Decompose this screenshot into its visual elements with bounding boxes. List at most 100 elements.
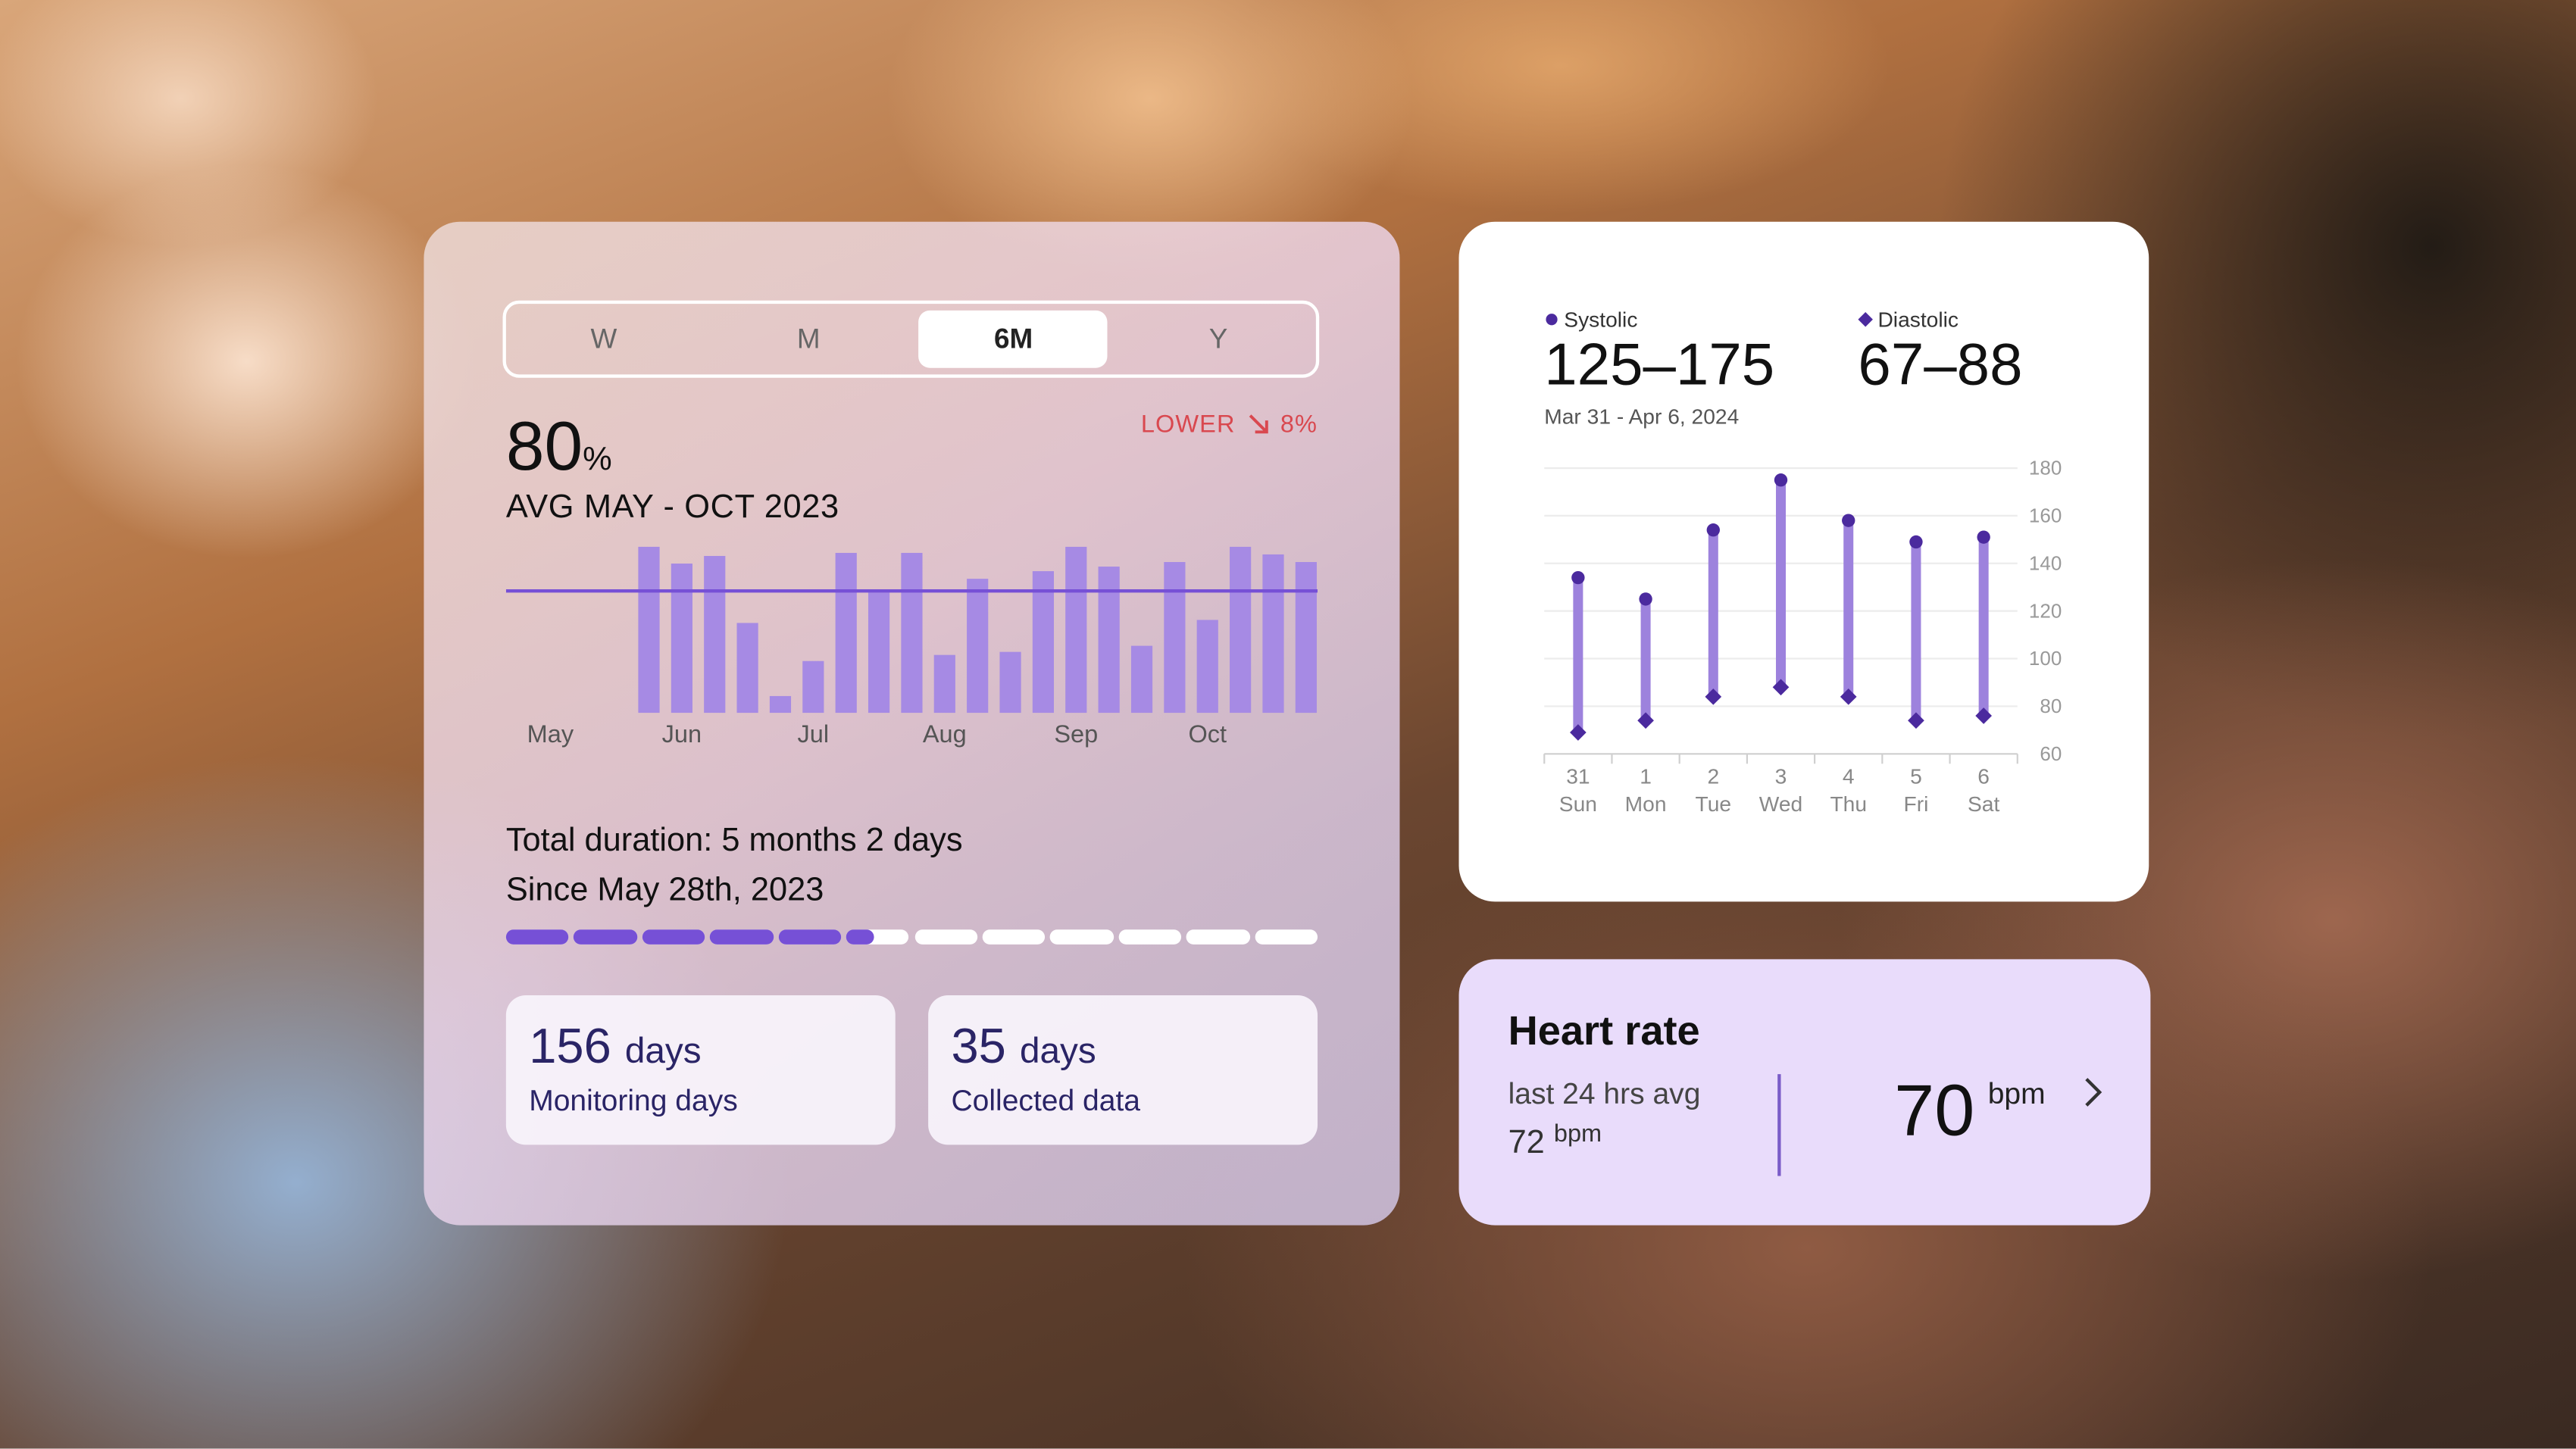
bar (901, 552, 923, 714)
x-tick-label: 5 (1910, 764, 1922, 788)
systolic-point (1639, 592, 1652, 606)
legend-label: Diastolic (1877, 307, 1959, 333)
tab[interactable]: W (590, 323, 617, 355)
progress-fill (846, 929, 875, 945)
marker (1546, 314, 1558, 326)
systolic-point (1774, 473, 1788, 487)
x-tick-label: Aug (923, 720, 967, 748)
tab[interactable]: 6M (918, 310, 1108, 368)
marker (1858, 311, 1873, 327)
diastolic-point (1975, 707, 1992, 724)
bar (1230, 546, 1252, 714)
range-bar (1573, 577, 1583, 732)
range-bar (1978, 537, 1989, 716)
trend: LOWER 8% (1068, 412, 1318, 437)
x-tick-label: 3 (1775, 764, 1787, 788)
stat-label: Monitoring days (529, 1084, 738, 1117)
bar (999, 651, 1021, 714)
systolic-point (1842, 514, 1855, 527)
bar (1065, 546, 1087, 714)
progress (505, 929, 1318, 945)
bp-card (1458, 221, 2149, 902)
y-tick-label: 80 (2040, 695, 2062, 717)
progress-fill (574, 929, 637, 945)
bar (933, 654, 955, 714)
diastolic-point (1908, 712, 1924, 729)
x-tick-label: 1 (1640, 764, 1652, 788)
bp-chart: 60 80 100 120 140 160 180 31 Sun 1 Mon 2 Tue 3 Wed 4 Thu… (1543, 457, 2062, 816)
x-tick-label: 31 (1566, 764, 1590, 788)
legend-marker (1546, 314, 1558, 326)
value-unit: % (583, 442, 612, 478)
diastolic-point (1570, 724, 1587, 741)
x-tick-label: Sep (1054, 720, 1098, 748)
trend-label: LOWER (1140, 411, 1236, 439)
systolic-point (1909, 535, 1923, 549)
systolic-point (1706, 523, 1720, 537)
tab[interactable]: Y (1208, 323, 1228, 355)
x-tick-sublabel: Thu (1830, 792, 1867, 816)
range-value: 67–88 (1858, 329, 2023, 398)
bar (736, 623, 758, 714)
legend-marker (1858, 311, 1873, 327)
stat-value: 156 days (529, 1023, 701, 1073)
bar (1295, 562, 1317, 714)
since: Since May 28th, 2023 (505, 872, 824, 909)
y-tick-label: 120 (2029, 599, 2062, 622)
stat-number: 156 (529, 1020, 611, 1075)
progress-segment (1118, 929, 1182, 945)
tab-bar: W M 6M Y (502, 300, 1320, 378)
bar (868, 592, 890, 714)
value-number: 80 (505, 407, 583, 485)
diastolic-point (1637, 712, 1654, 729)
y-tick-label: 180 (2029, 457, 2062, 479)
period: AVG MAY - OCT 2023 (505, 489, 839, 526)
bar (1098, 567, 1120, 714)
heart-card (1458, 959, 2151, 1226)
progress-fill (778, 929, 842, 945)
legend-item: Systolic (1544, 309, 1637, 330)
y-tick-label: 60 (2040, 742, 2062, 765)
bar (967, 579, 989, 714)
y-tick-label: 100 (2029, 647, 2062, 670)
progress-fill (710, 929, 774, 945)
range-bar (1776, 479, 1787, 688)
progress-segment (1254, 929, 1318, 945)
progress-fill (505, 929, 570, 945)
hr-avg: 72 bpm (1508, 1122, 1602, 1160)
legend-item: Diastolic (1858, 309, 1959, 330)
bar (638, 546, 660, 714)
y-tick-label: 160 (2029, 504, 2062, 527)
legend-label: Systolic (1564, 307, 1638, 333)
value: 80% (506, 411, 612, 481)
stat-unit: days (624, 1029, 702, 1071)
stat-card: 35 days Collected data (928, 995, 1318, 1145)
hr-title: Heart rate (1508, 1008, 1700, 1055)
x-tick-label: Jul (798, 720, 830, 748)
x-tick-label: Jun (662, 720, 702, 748)
x-tick-label: 6 (1977, 764, 1990, 788)
progress-segment (1050, 929, 1114, 945)
bar (835, 552, 857, 714)
activity-chart: May Jun Jul Aug Sep Oct (505, 546, 1318, 748)
stat-card: 156 days Monitoring days (505, 995, 896, 1145)
range-bar (1708, 529, 1718, 697)
hr-value: 70 (1894, 1070, 1975, 1152)
bar (769, 695, 792, 714)
x-tick-sublabel: Mon (1625, 792, 1667, 816)
bar (704, 555, 726, 714)
range-value: 125–175 (1544, 329, 1775, 398)
diastolic-point (1705, 688, 1722, 705)
divider (1777, 1074, 1781, 1176)
chevron[interactable] (2080, 1076, 2106, 1108)
tab[interactable]: M (796, 323, 821, 355)
systolic-point (1977, 530, 1990, 544)
x-tick-label: 2 (1707, 764, 1719, 788)
hr-avg-value: 72 (1508, 1125, 1545, 1162)
bar (1262, 554, 1284, 714)
progress-segment (982, 929, 1046, 945)
x-tick-sublabel: Sun (1559, 792, 1597, 816)
stat-label: Collected data (951, 1084, 1141, 1117)
